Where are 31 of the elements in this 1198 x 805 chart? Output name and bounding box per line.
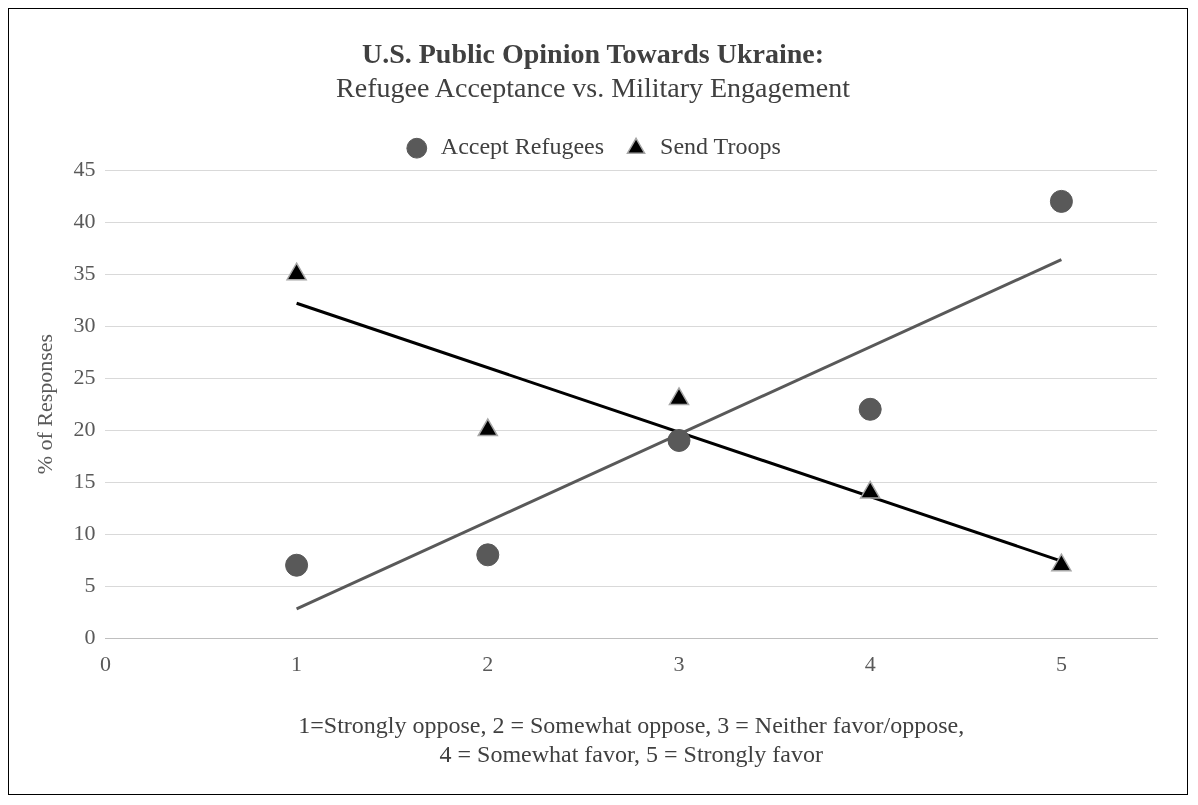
point — [1051, 553, 1072, 572]
point — [1049, 189, 1073, 213]
chart-subtitle: Refugee Acceptance vs. Military Engagement — [336, 71, 851, 103]
point — [476, 543, 500, 567]
legend-label: Send Troops — [660, 133, 781, 160]
point — [668, 387, 690, 406]
point — [859, 480, 881, 499]
x-tick-label: 2 — [482, 650, 494, 676]
x-axis-title: 1=Strongly oppose, 2 = Somewhat oppose, 3 = Neither favor/oppose, 4 = Somewhat favor, 5 = Strongly favor — [298, 712, 965, 767]
chart-title: U.S. Public Opinion Towards Ukraine: — [361, 38, 825, 70]
y-tick-label: 40 — [73, 207, 96, 233]
y-tick-label: 30 — [73, 311, 96, 337]
y-axis-title: % of Responses — [31, 333, 57, 475]
x-tick-label: 3 — [673, 650, 685, 676]
y-tick-label: 20 — [73, 415, 96, 441]
point — [286, 262, 307, 281]
point — [477, 418, 499, 437]
point — [667, 428, 691, 452]
y-tick-label: 35 — [73, 259, 96, 285]
y-tick-label: 5 — [84, 571, 96, 597]
legend-label: Accept Refugees — [440, 133, 605, 160]
y-tick-label: 10 — [73, 519, 96, 545]
y-tick-label: 45 — [73, 155, 96, 181]
x-tick-label: 5 — [1055, 650, 1067, 676]
y-tick-label: 0 — [84, 623, 96, 649]
y-tick-label: 15 — [73, 467, 96, 493]
x-tick-label: 1 — [291, 650, 303, 676]
x-tick-label: 4 — [864, 650, 876, 676]
y-tick-label: 25 — [73, 363, 96, 389]
point — [285, 553, 309, 577]
point — [858, 397, 882, 421]
